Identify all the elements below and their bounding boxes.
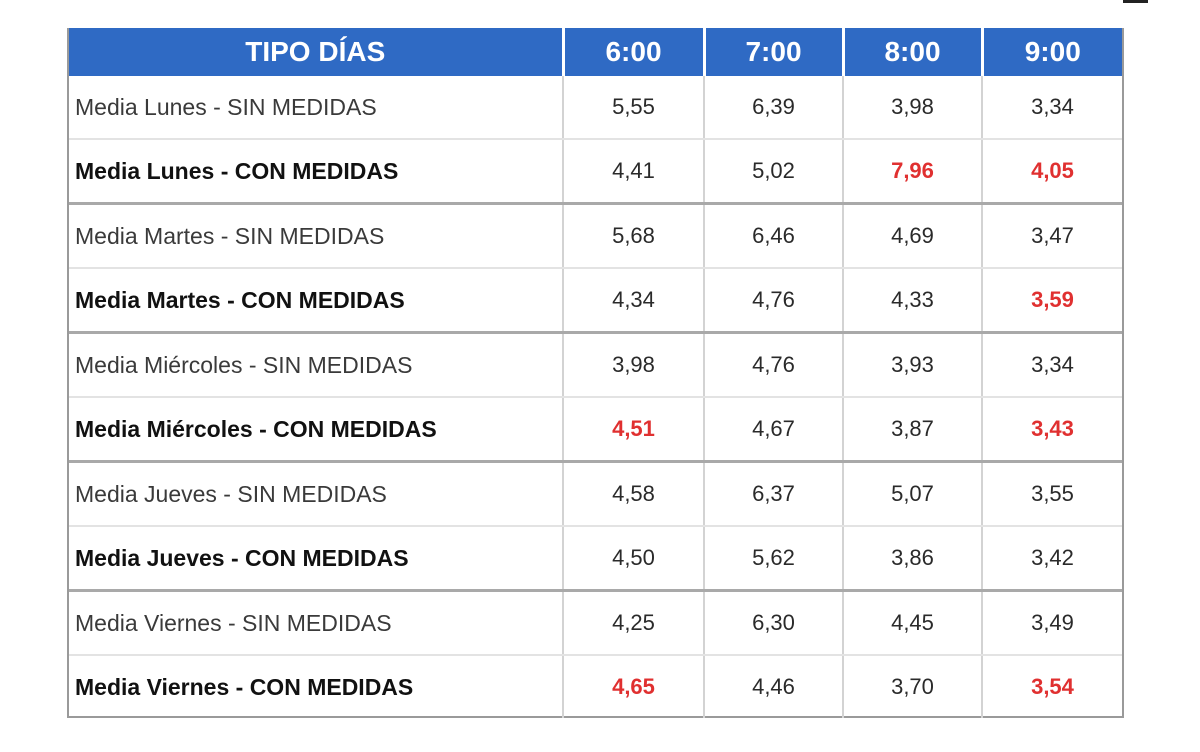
value-cell: 5,62 (704, 526, 844, 592)
row-label: Media Lunes - SIN MEDIDAS (69, 76, 564, 140)
value-cell-highlighted: 3,43 (982, 397, 1122, 463)
row-label: Media Martes - CON MEDIDAS (69, 268, 564, 334)
value-cell: 4,25 (563, 590, 705, 656)
value-cell-highlighted: 3,54 (1031, 674, 1074, 699)
row-label: Media Viernes - SIN MEDIDAS (69, 590, 564, 656)
table-row: Media Martes - SIN MEDIDAS 5,68 6,46 4,69 3,… (69, 203, 1122, 269)
row-label: Media Viernes - CON MEDIDAS (69, 655, 564, 718)
value-cell: 3,98 (563, 332, 705, 398)
value-cell: 3,86 (843, 526, 983, 592)
table-row: Media Lunes - SIN MEDIDAS 5,55 6,39 3,98 3,3… (69, 76, 1122, 140)
value-cell: 6,30 (704, 590, 844, 656)
table-row: Media Viernes - SIN MEDIDAS 4,25 6,30 4,45 3… (69, 590, 1122, 656)
value-cell: 6,37 (704, 461, 844, 527)
value-cell-highlighted: 4,05 (982, 139, 1122, 205)
row-label: Media Miércoles - CON MEDIDAS (69, 397, 564, 463)
row-label: Media Jueves - SIN MEDIDAS (69, 461, 564, 527)
data-table-container: TIPO DÍAS 6:00 7:00 8:00 9:00 Media Lune… (67, 28, 1124, 718)
header-time-9: 9:00 (982, 28, 1122, 76)
value-cell: 3,93 (843, 332, 983, 398)
value-cell: 4,45 (843, 590, 983, 656)
value-cell: 5,55 (563, 76, 705, 140)
row-label: Media Miércoles - SIN MEDIDAS (69, 332, 564, 398)
value-cell: 4,34 (563, 268, 705, 334)
value-cell: 6,39 (704, 76, 844, 140)
corner-mark (1123, 0, 1148, 3)
value-cell: 5,07 (843, 461, 983, 527)
value-cell: 3,70 (843, 655, 983, 718)
table-body: Media Lunes - SIN MEDIDAS 5,55 6,39 3,98 3,3… (69, 76, 1122, 718)
value-cell: 4,58 (563, 461, 705, 527)
value-cell-highlighted: 3,59 (982, 268, 1122, 334)
value-cell: 3,98 (843, 76, 983, 140)
value-cell: 4,67 (704, 397, 844, 463)
row-label: Media Martes - SIN MEDIDAS (69, 203, 564, 269)
value-cell: 4,50 (563, 526, 705, 592)
value-cell: 3,34 (982, 76, 1122, 140)
table-row: Media Martes - CON MEDIDAS 4,34 4,76 4,33 3,… (69, 268, 1122, 334)
header-time-7: 7:00 (704, 28, 845, 76)
row-label: Media Lunes - CON MEDIDAS (69, 139, 564, 205)
row-label: Media Jueves - CON MEDIDAS (69, 526, 564, 592)
value-cell: 4,76 (704, 268, 844, 334)
value-cell: 3,42 (982, 526, 1122, 592)
header-time-8: 8:00 (843, 28, 984, 76)
value-cell: 3,55 (982, 461, 1122, 527)
table-row: Media Jueves - CON MEDIDAS 4,50 5,62 3,86 3,… (69, 526, 1122, 592)
value-cell: 3,47 (982, 203, 1122, 269)
header-tipo-dias: TIPO DÍAS (69, 28, 565, 76)
table-row: Media Lunes - CON MEDIDAS 4,41 5,02 7,96 4,0… (69, 139, 1122, 205)
header-time-6: 6:00 (563, 28, 706, 76)
table-row: Media Viernes - CON MEDIDAS 4,65 4,46 3,70 3… (69, 655, 1122, 718)
value-cell: 5,02 (704, 139, 844, 205)
table-row: Media Miércoles - SIN MEDIDAS 3,98 4,76 3,9… (69, 332, 1122, 398)
value-cell: 4,69 (843, 203, 983, 269)
value-cell: 6,46 (704, 203, 844, 269)
value-cell-highlighted: 4,51 (563, 397, 705, 463)
table-row: Media Jueves - SIN MEDIDAS 4,58 6,37 5,07 3,… (69, 461, 1122, 527)
value-cell-highlighted: 7,96 (843, 139, 983, 205)
header-row: TIPO DÍAS 6:00 7:00 8:00 9:00 (69, 28, 1122, 76)
value-cell: 4,46 (704, 655, 844, 718)
value-cell: 4,41 (563, 139, 705, 205)
value-cell: 3,34 (982, 332, 1122, 398)
value-cell-highlighted: 4,65 (563, 655, 705, 718)
value-cell: 3,49 (982, 590, 1122, 656)
table-row: Media Miércoles - CON MEDIDAS 4,51 4,67 3,8… (69, 397, 1122, 463)
table-header: TIPO DÍAS 6:00 7:00 8:00 9:00 (69, 28, 1122, 76)
value-cell: 4,76 (704, 332, 844, 398)
value-cell: 5,68 (563, 203, 705, 269)
value-cell: 4,33 (843, 268, 983, 334)
value-cell: 3,87 (843, 397, 983, 463)
data-table: TIPO DÍAS 6:00 7:00 8:00 9:00 Media Lune… (69, 28, 1122, 718)
